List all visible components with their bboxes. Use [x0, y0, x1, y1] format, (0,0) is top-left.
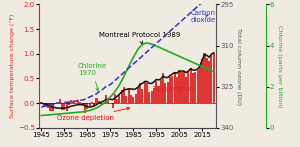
Bar [125, 96, 128, 103]
Bar [160, 80, 162, 103]
Bar [130, 95, 132, 103]
Bar [196, 70, 199, 103]
Text: Ozone depletion: Ozone depletion [57, 107, 130, 121]
Y-axis label: Surface temperature change (°F): Surface temperature change (°F) [10, 14, 15, 118]
Bar [169, 77, 171, 103]
Bar [148, 92, 150, 103]
Bar [171, 76, 173, 103]
Bar [128, 88, 130, 103]
Bar [118, 95, 121, 103]
Text: Temperature: Temperature [152, 86, 196, 92]
Bar [139, 83, 141, 103]
Bar [190, 68, 192, 103]
Bar [151, 91, 153, 103]
Bar [121, 90, 123, 103]
Bar [201, 59, 203, 103]
Bar [77, 100, 79, 103]
Bar [176, 77, 178, 103]
Bar [72, 102, 74, 103]
Bar [112, 103, 114, 108]
Bar [134, 94, 136, 103]
Bar [144, 81, 146, 103]
Bar [56, 102, 58, 103]
Bar [65, 103, 68, 111]
Bar [155, 81, 157, 103]
Bar [164, 83, 166, 103]
Text: Chlorine
1970: Chlorine 1970 [78, 63, 107, 91]
Bar [107, 100, 109, 103]
Bar [188, 72, 189, 103]
Bar [79, 102, 81, 103]
Bar [43, 103, 45, 107]
Bar [100, 103, 102, 104]
Bar [167, 82, 169, 103]
Bar [68, 103, 70, 105]
Bar [174, 73, 176, 103]
Bar [63, 103, 65, 110]
Bar [54, 103, 56, 104]
Bar [210, 55, 212, 103]
Y-axis label: Chlorine (parts per billion): Chlorine (parts per billion) [277, 25, 282, 107]
Bar [91, 102, 93, 103]
Bar [158, 86, 160, 103]
Bar [116, 99, 118, 103]
Bar [123, 87, 125, 103]
Bar [199, 66, 201, 103]
Bar [105, 95, 107, 103]
Bar [183, 71, 185, 103]
Bar [213, 53, 215, 103]
Bar [132, 97, 134, 103]
Text: Carbon
dioxide: Carbon dioxide [191, 10, 216, 23]
Bar [61, 103, 63, 110]
Y-axis label: Total column ozone (DU): Total column ozone (DU) [236, 28, 242, 105]
Bar [45, 103, 47, 106]
Bar [50, 103, 52, 111]
Bar [192, 73, 194, 103]
Bar [40, 102, 42, 103]
Bar [137, 87, 139, 103]
Bar [194, 72, 196, 103]
Bar [82, 103, 84, 105]
Bar [153, 88, 155, 103]
Bar [178, 70, 180, 103]
Bar [114, 94, 116, 103]
Bar [208, 61, 210, 103]
Bar [93, 103, 95, 107]
Bar [52, 103, 54, 111]
Text: Montreal Protocol 1989: Montreal Protocol 1989 [99, 31, 180, 44]
Bar [203, 53, 206, 103]
Bar [181, 72, 183, 103]
Bar [59, 99, 61, 103]
Bar [206, 58, 208, 103]
Bar [84, 103, 86, 113]
Bar [47, 103, 49, 108]
Bar [98, 101, 100, 103]
Bar [141, 89, 143, 103]
Bar [88, 103, 91, 106]
Bar [146, 83, 148, 103]
Bar [70, 100, 72, 103]
Bar [95, 98, 98, 103]
Bar [86, 103, 88, 109]
Bar [185, 77, 187, 103]
Bar [162, 73, 164, 103]
